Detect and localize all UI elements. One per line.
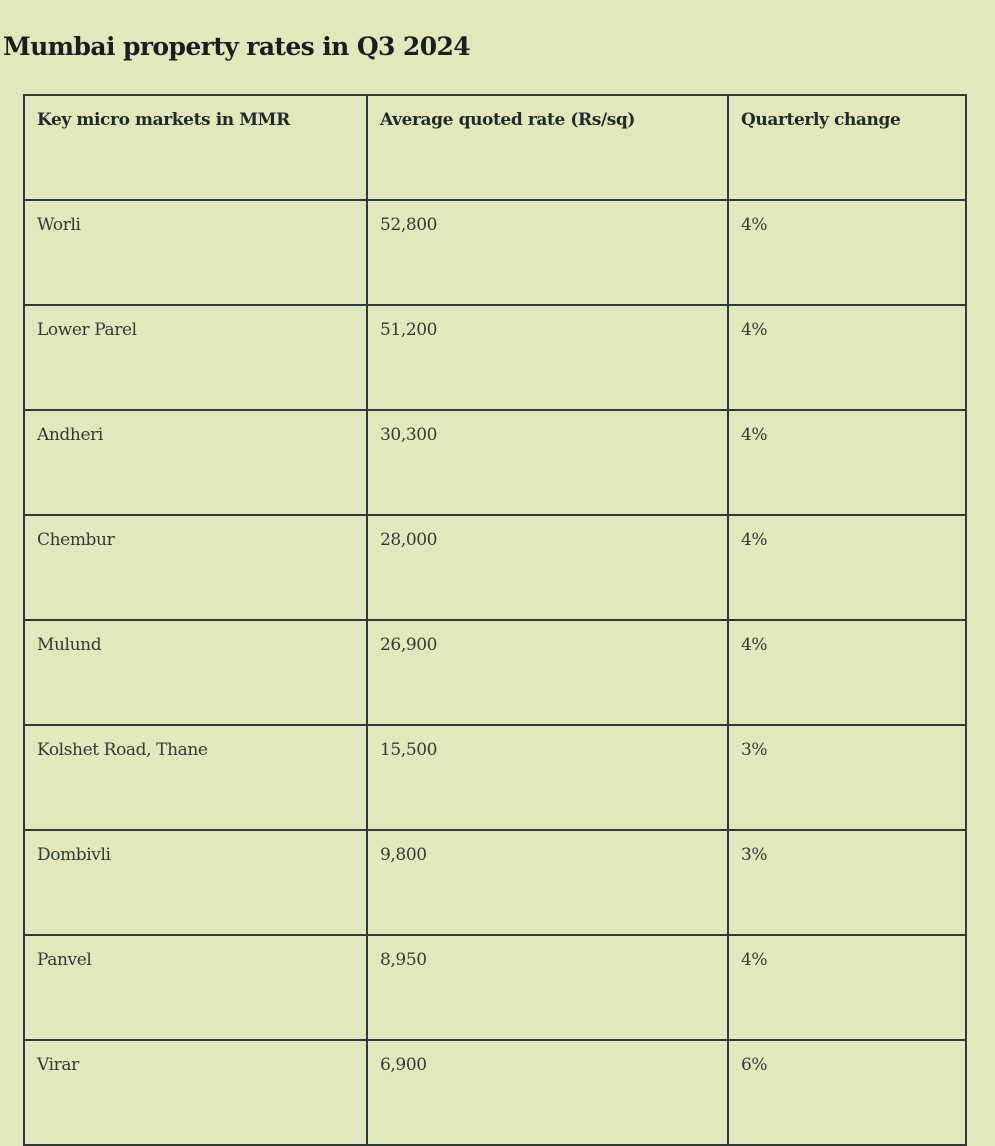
cell-average-rate: 26,900 xyxy=(366,619,729,726)
cell-micro-market: Kolshet Road, Thane xyxy=(23,724,368,831)
cell-micro-market: Panvel xyxy=(23,934,368,1041)
property-rates-table: Key micro markets in MMR Average quoted … xyxy=(23,94,967,1146)
table-row: Worli 52,800 4% xyxy=(23,199,967,306)
cell-quarterly-change: 3% xyxy=(727,829,967,936)
cell-average-rate: 28,000 xyxy=(366,514,729,621)
table-row: Chembur 28,000 4% xyxy=(23,514,967,621)
header-quarterly-change: Quarterly change xyxy=(727,94,967,201)
cell-quarterly-change: 4% xyxy=(727,514,967,621)
cell-micro-market: Dombivli xyxy=(23,829,368,936)
cell-quarterly-change: 4% xyxy=(727,409,967,516)
page-title: Mumbai property rates in Q3 2024 xyxy=(3,32,471,61)
cell-quarterly-change: 4% xyxy=(727,199,967,306)
table-row: Mulund 26,900 4% xyxy=(23,619,967,726)
cell-micro-market: Virar xyxy=(23,1039,368,1146)
cell-average-rate: 9,800 xyxy=(366,829,729,936)
cell-average-rate: 15,500 xyxy=(366,724,729,831)
cell-quarterly-change: 4% xyxy=(727,934,967,1041)
header-average-rate: Average quoted rate (Rs/sq) xyxy=(366,94,729,201)
cell-average-rate: 52,800 xyxy=(366,199,729,306)
cell-quarterly-change: 6% xyxy=(727,1039,967,1146)
table-row: Lower Parel 51,200 4% xyxy=(23,304,967,411)
cell-average-rate: 51,200 xyxy=(366,304,729,411)
table-row: Virar 6,900 6% xyxy=(23,1039,967,1146)
cell-micro-market: Mulund xyxy=(23,619,368,726)
table-row: Dombivli 9,800 3% xyxy=(23,829,967,936)
cell-average-rate: 30,300 xyxy=(366,409,729,516)
table-row: Andheri 30,300 4% xyxy=(23,409,967,516)
cell-quarterly-change: 3% xyxy=(727,724,967,831)
table-header-row: Key micro markets in MMR Average quoted … xyxy=(23,94,967,201)
cell-quarterly-change: 4% xyxy=(727,304,967,411)
cell-average-rate: 6,900 xyxy=(366,1039,729,1146)
cell-micro-market: Lower Parel xyxy=(23,304,368,411)
cell-micro-market: Worli xyxy=(23,199,368,306)
cell-micro-market: Andheri xyxy=(23,409,368,516)
cell-quarterly-change: 4% xyxy=(727,619,967,726)
table-row: Panvel 8,950 4% xyxy=(23,934,967,1041)
table-row: Kolshet Road, Thane 15,500 3% xyxy=(23,724,967,831)
cell-micro-market: Chembur xyxy=(23,514,368,621)
cell-average-rate: 8,950 xyxy=(366,934,729,1041)
header-micro-market: Key micro markets in MMR xyxy=(23,94,368,201)
